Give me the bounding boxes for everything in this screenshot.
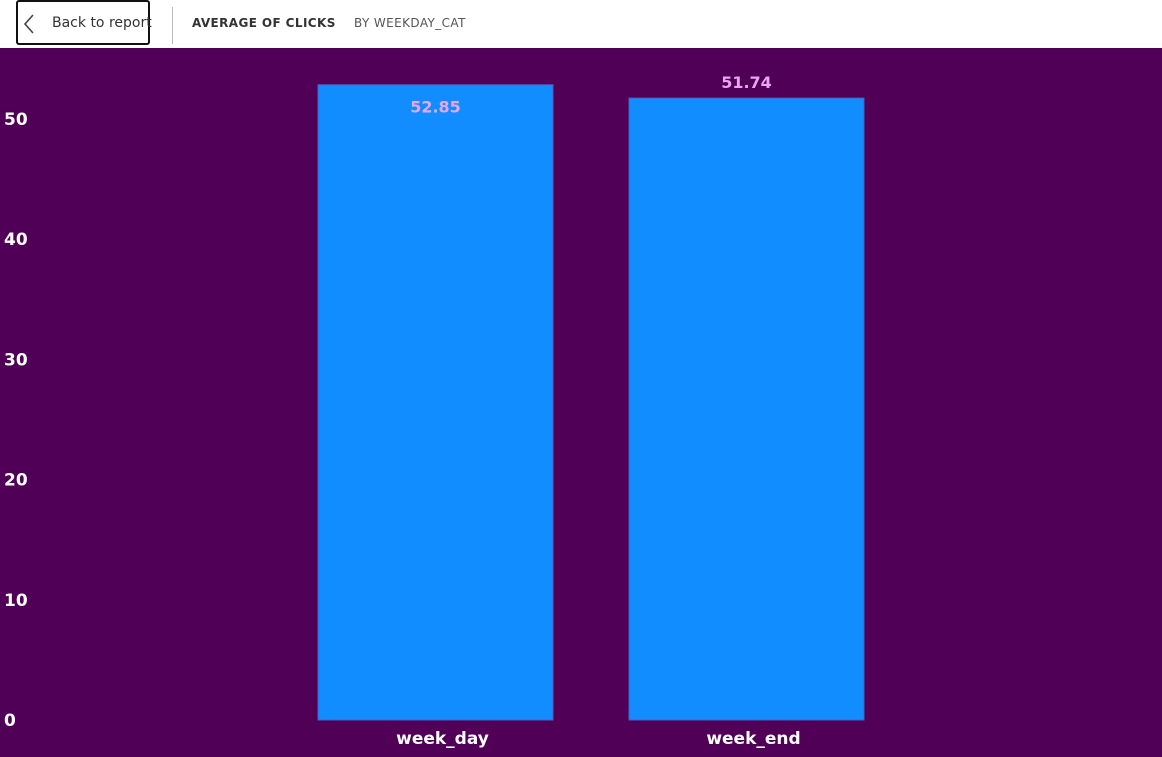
bar-week_day[interactable] (317, 84, 554, 721)
chart-canvas: 0 10 20 30 40 50 52.85 week_day 51.74 week_end (4, 73, 865, 749)
y-tick-label: 50 (4, 110, 28, 130)
y-tick-label: 0 (4, 711, 16, 731)
y-tick-label: 30 (4, 350, 28, 370)
bar-chart: 0 10 20 30 40 50 52.85 week_day 51.74 week_end (0, 48, 1162, 757)
focus-mode-header: Back to report AVERAGE OF CLICKS BY WEEK… (0, 0, 1162, 48)
visual-title: AVERAGE OF CLICKS (192, 16, 336, 30)
chevron-left-icon (23, 14, 34, 34)
data-label-week_end: 51.74 (721, 73, 772, 92)
bar-week_end[interactable] (628, 97, 865, 721)
x-tick-label: week_end (706, 729, 800, 749)
x-tick-label: week_day (396, 729, 489, 749)
back-to-report-button[interactable]: Back to report (16, 0, 152, 45)
header-divider (172, 7, 173, 44)
y-tick-label: 40 (4, 230, 28, 250)
data-label-week_day: 52.85 (410, 98, 461, 117)
y-tick-label: 10 (4, 591, 28, 611)
visual-subtitle: BY WEEKDAY_CAT (354, 16, 466, 30)
back-to-report-label: Back to report (52, 15, 152, 31)
y-tick-label: 20 (4, 471, 28, 491)
